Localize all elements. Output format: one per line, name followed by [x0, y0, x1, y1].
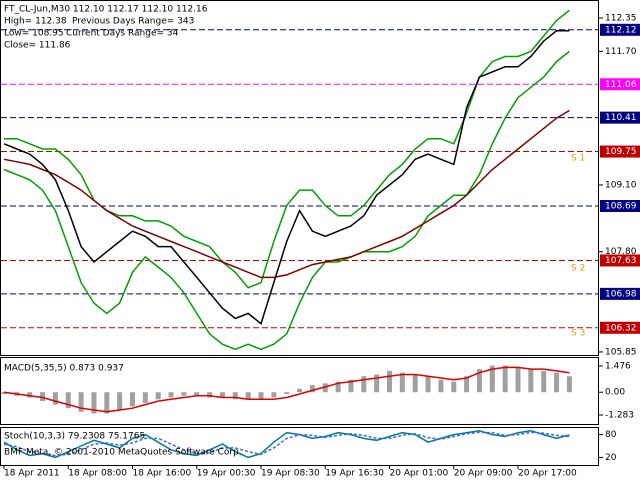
- x-tick-label: 19 Apr 00:30: [197, 469, 256, 479]
- macd-title: MACD(5,35,5) 0.873 0.937: [4, 364, 124, 374]
- macd-bar: [232, 392, 238, 400]
- macd-bar: [284, 392, 290, 394]
- macd-bar: [322, 383, 328, 393]
- macd-bar: [168, 392, 174, 398]
- macd-bar: [65, 392, 71, 409]
- x-tick-label: 20 Apr 17:00: [518, 469, 577, 479]
- level-label-bg: [600, 254, 640, 267]
- y-tick-label: 107.80: [605, 247, 637, 257]
- x-tick-label: 18 Apr 2011: [4, 469, 60, 479]
- macd-bar: [245, 392, 251, 400]
- y-tick-label: 112.35: [605, 13, 637, 23]
- level-label-bg: [600, 145, 640, 158]
- y-tick-label: 0.00: [605, 388, 625, 398]
- y-tick-label: 1.476: [605, 362, 631, 372]
- macd-bar: [412, 374, 418, 393]
- y-tick-label: 20: [605, 453, 617, 463]
- macd-bar: [104, 392, 110, 414]
- level-label-bg: [600, 78, 640, 91]
- pivot-label: S 1: [571, 154, 585, 164]
- header-low: Low= 108.95: [4, 29, 64, 39]
- series-line: [3, 430, 570, 459]
- macd-bar: [528, 369, 534, 393]
- macd-bar: [40, 392, 46, 402]
- level-label: 106.98: [605, 289, 637, 299]
- macd-bar: [335, 381, 341, 393]
- macd-bar: [566, 376, 572, 393]
- series-line: [3, 109, 570, 279]
- macd-bar: [207, 392, 213, 398]
- macd-bar: [348, 379, 354, 393]
- y-tick-label: 109.10: [605, 180, 637, 190]
- x-tick-label: 20 Apr 09:00: [454, 469, 513, 479]
- level-label: 110.41: [605, 113, 637, 123]
- macd-bar: [297, 388, 303, 393]
- macd-bar: [155, 392, 161, 400]
- header-close: Close= 111.86: [4, 41, 71, 51]
- level-label-bg: [600, 23, 640, 36]
- y-tick-label: 111.70: [605, 47, 637, 57]
- pivot-label: S 2: [571, 264, 585, 274]
- level-label: 106.32: [605, 323, 637, 333]
- series-line: [3, 30, 570, 325]
- footer: BMF Meta, © 2001-2010 MetaQuotes Softwar…: [4, 448, 242, 458]
- series-line: [3, 366, 570, 413]
- level-label-bg: [600, 200, 640, 213]
- macd-bar: [451, 381, 457, 393]
- x-tick-label: 20 Apr 01:00: [390, 469, 449, 479]
- level-label-bg: [600, 287, 640, 300]
- macd-bar: [258, 392, 264, 400]
- macd-bar: [194, 392, 200, 396]
- header-prev-range: Previous Days Range= 343: [72, 17, 194, 27]
- x-tick-label: 19 Apr 08:30: [261, 469, 320, 479]
- macd-bar: [438, 379, 444, 393]
- header-cur-range: Current Days Range= 34: [66, 29, 179, 39]
- macd-bar: [399, 372, 405, 393]
- level-label: 112.12: [605, 25, 637, 35]
- level-label: 109.75: [605, 147, 637, 157]
- macd-bar: [271, 392, 277, 398]
- macd-bar: [52, 392, 58, 405]
- macd-bar: [502, 365, 508, 393]
- macd-bar: [142, 392, 148, 403]
- macd-bar: [78, 392, 84, 412]
- series-line: [3, 431, 570, 457]
- pivot-label: S 3: [571, 329, 585, 339]
- header-symbol: FT_CL-Jun,M30 112.10 112.17 112.10 112.1…: [4, 5, 208, 15]
- macd-bar: [541, 370, 547, 393]
- macd-bar: [515, 367, 521, 393]
- macd-bar: [27, 392, 33, 398]
- series-line: [3, 50, 570, 351]
- level-label: 107.63: [605, 256, 637, 266]
- level-label: 111.06: [605, 80, 637, 90]
- y-tick-label: 105.85: [605, 347, 637, 357]
- macd-bar: [130, 392, 135, 407]
- y-tick-label: 80: [605, 430, 617, 440]
- macd-bar: [181, 392, 187, 396]
- macd-bar: [374, 374, 380, 393]
- macd-bar: [219, 392, 225, 398]
- y-tick-label: -1.283: [605, 411, 634, 421]
- x-tick-label: 18 Apr 08:00: [68, 469, 127, 479]
- macd-bar: [91, 392, 97, 414]
- macd-bar: [1, 392, 7, 394]
- macd-bar: [117, 392, 123, 410]
- macd-bar: [554, 372, 560, 393]
- macd-bar: [489, 365, 495, 393]
- macd-bar: [361, 376, 367, 393]
- level-label: 108.69: [605, 202, 637, 212]
- x-tick-label: 19 Apr 16:30: [325, 469, 384, 479]
- macd-bar: [425, 376, 431, 393]
- x-tick-label: 18 Apr 16:00: [133, 469, 192, 479]
- macd-bar: [464, 376, 470, 393]
- level-label-bg: [600, 321, 640, 334]
- macd-bar: [387, 370, 392, 393]
- stoch-title: Stoch(10,3,3) 79.2308 75.1765: [4, 432, 145, 442]
- macd-bar: [476, 369, 482, 393]
- header-high: High= 112.38: [4, 17, 67, 27]
- level-label-bg: [600, 111, 640, 124]
- macd-bar: [309, 385, 315, 393]
